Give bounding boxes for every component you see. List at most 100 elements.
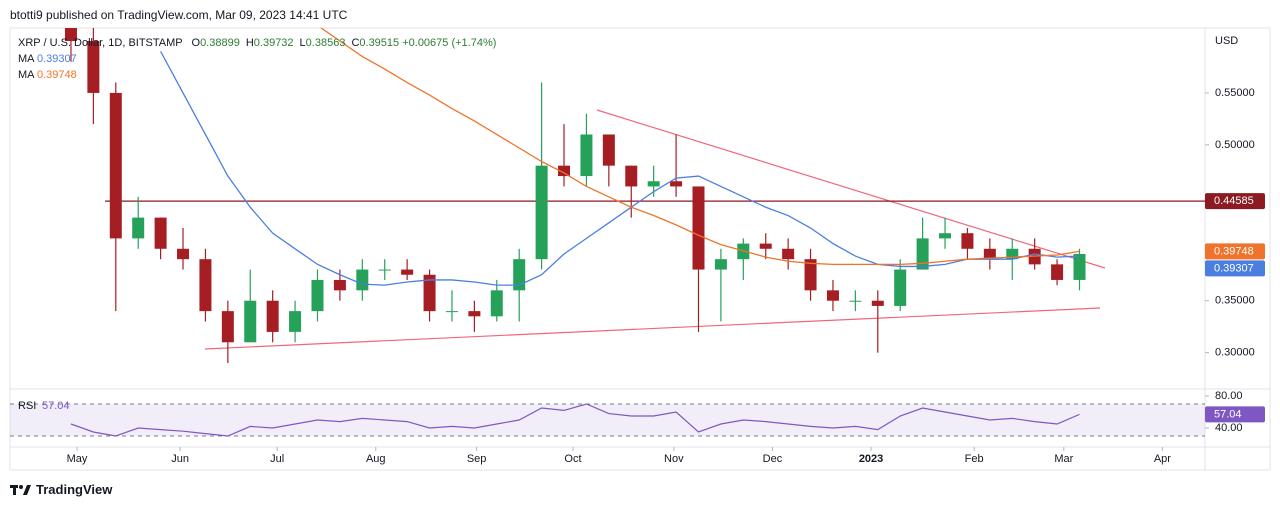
upper-trendline (596, 109, 1106, 269)
symbol-row: XRP / U.S. Dollar, 1D, BITSTAMP O0.38899… (18, 35, 496, 51)
ma-name: MA (18, 53, 34, 65)
candle-body (692, 186, 705, 270)
ma-row: MA 0.39748 (18, 67, 496, 83)
ma-value: 0.39748 (36, 69, 77, 81)
candle-body (580, 134, 593, 177)
x-tick-label: May (67, 453, 88, 465)
ohlc-label: O (191, 37, 201, 49)
lower-trendline (204, 307, 1101, 350)
footer: TradingView (10, 482, 112, 497)
candle-body (289, 311, 302, 332)
candle-body (356, 269, 369, 291)
ohlc-value: 0.39515 (359, 37, 400, 49)
candle-body (109, 92, 122, 239)
x-tick-label: 2023 (859, 453, 883, 465)
candle-body (87, 40, 100, 93)
ma-line (320, 28, 1080, 266)
symbol: XRP / U.S. Dollar, 1D, BITSTAMP (18, 37, 183, 49)
frame (9, 27, 1271, 471)
axes: USD 0.55000 0.50000 0.35000 0.30000 May Jun Jul… (18, 35, 1265, 465)
candle-body (221, 311, 234, 343)
x-tick-label: Jul (270, 453, 284, 465)
ohlc-label: H (245, 37, 254, 49)
candle-body (625, 165, 638, 187)
price-label: 0.39748 (1214, 245, 1254, 257)
y-tick-label: 0.50000 (1215, 139, 1255, 151)
main-pane (64, 28, 1205, 364)
candle-body (849, 300, 862, 302)
rsi-line (70, 403, 1080, 437)
change: +0.00675 (+1.74%) (402, 37, 497, 49)
brand: TradingView (36, 482, 113, 497)
x-tick-label: Mar (1054, 453, 1073, 465)
rsi-band (10, 404, 1205, 436)
candle-body (401, 269, 414, 275)
candle-body (199, 259, 212, 312)
candle-body (177, 248, 190, 260)
x-tick-label: Dec (763, 453, 783, 465)
candle-body (513, 259, 526, 291)
candle-body (714, 259, 727, 270)
candle-body (782, 248, 795, 260)
candle-body (378, 269, 391, 271)
candle-body (670, 181, 683, 187)
x-tick-label: Nov (664, 453, 684, 465)
ma-row: MA 0.39307 (18, 51, 496, 67)
publisher-line: btotti9 published on TradingView.com, Ma… (10, 8, 348, 22)
candle-body (468, 311, 481, 317)
candle-body (535, 165, 548, 260)
candle-body (1073, 253, 1086, 280)
ma-line (160, 51, 1080, 286)
candle-body (916, 238, 929, 270)
ma-value: 0.39307 (36, 53, 77, 65)
candle-body (490, 290, 503, 317)
rsi-legend-value: 57.04 (42, 400, 70, 412)
candle-body (445, 311, 458, 313)
price-label-box (1205, 193, 1265, 210)
ohlc-label: C (351, 37, 360, 49)
candle-body (983, 248, 996, 260)
ma-name: MA (18, 69, 34, 81)
y-tick-label: 0.55000 (1215, 87, 1255, 99)
currency: USD (1215, 35, 1238, 47)
candle-body (64, 28, 77, 41)
rsi-value-label: 57.04 (1214, 408, 1242, 420)
x-tick-label: Apr (1154, 453, 1171, 465)
candle-body (759, 243, 772, 249)
rsi-name: RSI (18, 400, 36, 412)
candle-body (939, 233, 952, 239)
x-tick-label: Aug (366, 453, 386, 465)
candle-body (871, 300, 884, 306)
rsi-tick-label: 40.00 (1215, 422, 1243, 434)
rsi-pane (10, 403, 1205, 437)
x-tick-label: Jun (171, 453, 189, 465)
candle-body (266, 300, 279, 332)
candle-body (647, 181, 660, 187)
candle-body (333, 279, 346, 291)
ohlc-label: L (299, 37, 306, 49)
trendlines (204, 109, 1106, 350)
candle-body (804, 259, 817, 291)
ohlc-value: 0.38563 (305, 37, 346, 49)
y-tick-label: 0.35000 (1215, 295, 1255, 307)
x-tick-label: Feb (965, 453, 984, 465)
candle-body (1006, 248, 1019, 260)
ohlc: O0.38899 H0.39732 L0.38563 C0.39515 (186, 37, 403, 49)
candle-body (558, 165, 571, 177)
candle-body (894, 269, 907, 306)
price-label-box (1205, 260, 1265, 277)
x-tick-label: Sep (467, 453, 487, 465)
candle-body (154, 217, 167, 249)
rsi-tick-label: 80.00 (1215, 390, 1243, 402)
candle-body (1051, 264, 1064, 280)
y-tick-label: 0.30000 (1215, 347, 1255, 359)
price-label: 0.44585 (1214, 195, 1254, 207)
candle-body (423, 274, 436, 312)
candle-body (244, 300, 257, 343)
logo (10, 484, 31, 495)
legend: XRP / U.S. Dollar, 1D, BITSTAMP O0.38899… (18, 35, 496, 83)
candle-body (826, 290, 839, 301)
ohlc-value: 0.39732 (253, 37, 294, 49)
